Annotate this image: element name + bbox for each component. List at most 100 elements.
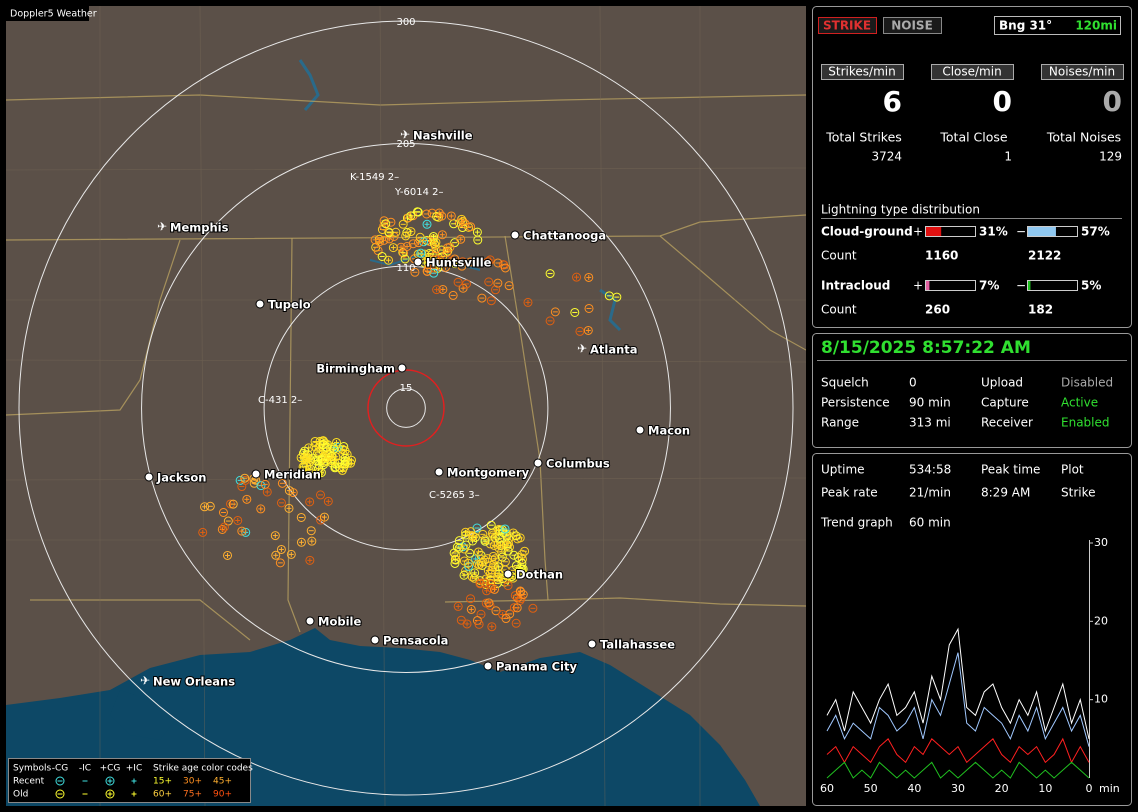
strike-symbol [511,531,521,541]
strike-symbol [414,238,424,248]
noise-button-box[interactable] [883,17,942,34]
strike-symbol [584,272,594,282]
strike-symbol [484,598,494,608]
strike-symbol [486,296,496,306]
strike-symbol [403,213,413,223]
strike-symbol [485,569,495,579]
x-tick-label: 60 [820,782,834,795]
strike-symbol [450,254,460,264]
strike-symbol [518,564,528,574]
pct-label: 5% [1081,279,1101,293]
strike-symbol [480,536,490,546]
strike-symbol [570,307,580,317]
strike-tag: C-5265 3– [429,490,480,501]
trend-line [826,652,1090,747]
total-value: 1 [1004,150,1012,164]
setting: 90 min [909,396,951,410]
strike-symbol [277,478,287,488]
strike-symbol [498,574,508,584]
pct-label: 31% [979,225,1008,239]
range-label: 110 [396,263,415,274]
strike-symbol [442,247,452,257]
strike-symbol [286,549,296,559]
city-label: Tallahassee [600,638,675,652]
range-label: 205 [396,139,415,150]
count-label: Count [821,249,857,263]
lake [599,288,622,332]
strike-tag: C-431 2– [258,395,302,406]
strike-symbol [307,536,317,546]
strike-symbol [402,241,412,251]
strike-symbol [314,467,324,477]
strike-symbol [237,482,247,492]
strike-symbol [384,234,394,244]
state-borders [6,94,806,641]
strike-symbol [410,267,420,277]
strike-symbol [477,293,487,303]
legend-age: 30+ [183,777,202,787]
strike-symbol [545,316,555,326]
distribution-title: Lightning type distribution [821,203,980,217]
strike-symbol [284,503,294,513]
strike-symbol [219,522,229,532]
strike-symbol [422,219,432,229]
city-dot [510,230,520,240]
strike-symbol [491,285,501,295]
strike-symbol [504,281,514,291]
strike-symbol [256,504,266,514]
strike-symbol [520,546,530,556]
pct-label: 7% [979,279,999,293]
strike-tag: Y-6014 2– [394,187,444,198]
strike-tag: K-1549 2– [350,172,399,183]
strike-symbol [490,584,500,594]
trend-panel [812,453,1132,806]
strike-symbol [325,450,335,460]
city-dot [635,425,645,435]
strike-symbol [437,245,447,255]
noise-button[interactable]: NOISE [891,19,933,33]
legend-age: 45+ [213,777,232,787]
settings-panel [812,333,1132,448]
strike-button[interactable]: STRIKE [823,19,871,33]
strike-symbol [314,460,324,470]
trend-label: Trend graph [820,516,893,530]
strike-symbol [276,498,286,508]
range-label: 300 [396,17,415,28]
city-label: Montgomery [447,466,530,480]
trend-line [826,627,1090,739]
setting: Range [821,416,859,430]
total-label: Total Strikes [825,130,902,145]
range: 120mi [1075,19,1117,33]
strike-symbol [228,499,238,509]
strike-button-box[interactable] [818,17,877,34]
strike-symbol [302,452,312,462]
strike-symbol [408,239,418,249]
pct-track [1027,280,1078,291]
legend-symbols: Symbols [13,764,52,774]
strike-symbol [448,290,458,300]
strike-symbol [337,465,347,475]
stat: Peak rate [821,486,878,500]
strike-symbol [486,520,496,530]
city-dot [434,467,444,477]
strike-symbol [379,235,389,245]
strike-symbol [388,243,398,253]
x-unit: min [1099,782,1120,795]
total-label: Total Noises [1046,130,1121,145]
strike-symbol [412,207,422,217]
strike-symbol [233,515,243,525]
strike-symbol [462,619,472,629]
strike-symbol [429,263,439,273]
stat: 534:58 [909,463,951,477]
city-label: Mobile [318,615,361,629]
count-label: Count [821,303,857,317]
legend-kind: +IC [126,764,142,774]
trend-line [826,761,1090,779]
legend-kind: -IC [79,764,91,774]
strike-symbol [503,546,513,556]
strike-symbol [379,221,389,231]
rate-header: Close/min [942,65,1001,79]
legend-row-label: Recent [13,777,45,787]
city-dot [144,472,154,482]
trend-span: 60 min [909,516,951,530]
